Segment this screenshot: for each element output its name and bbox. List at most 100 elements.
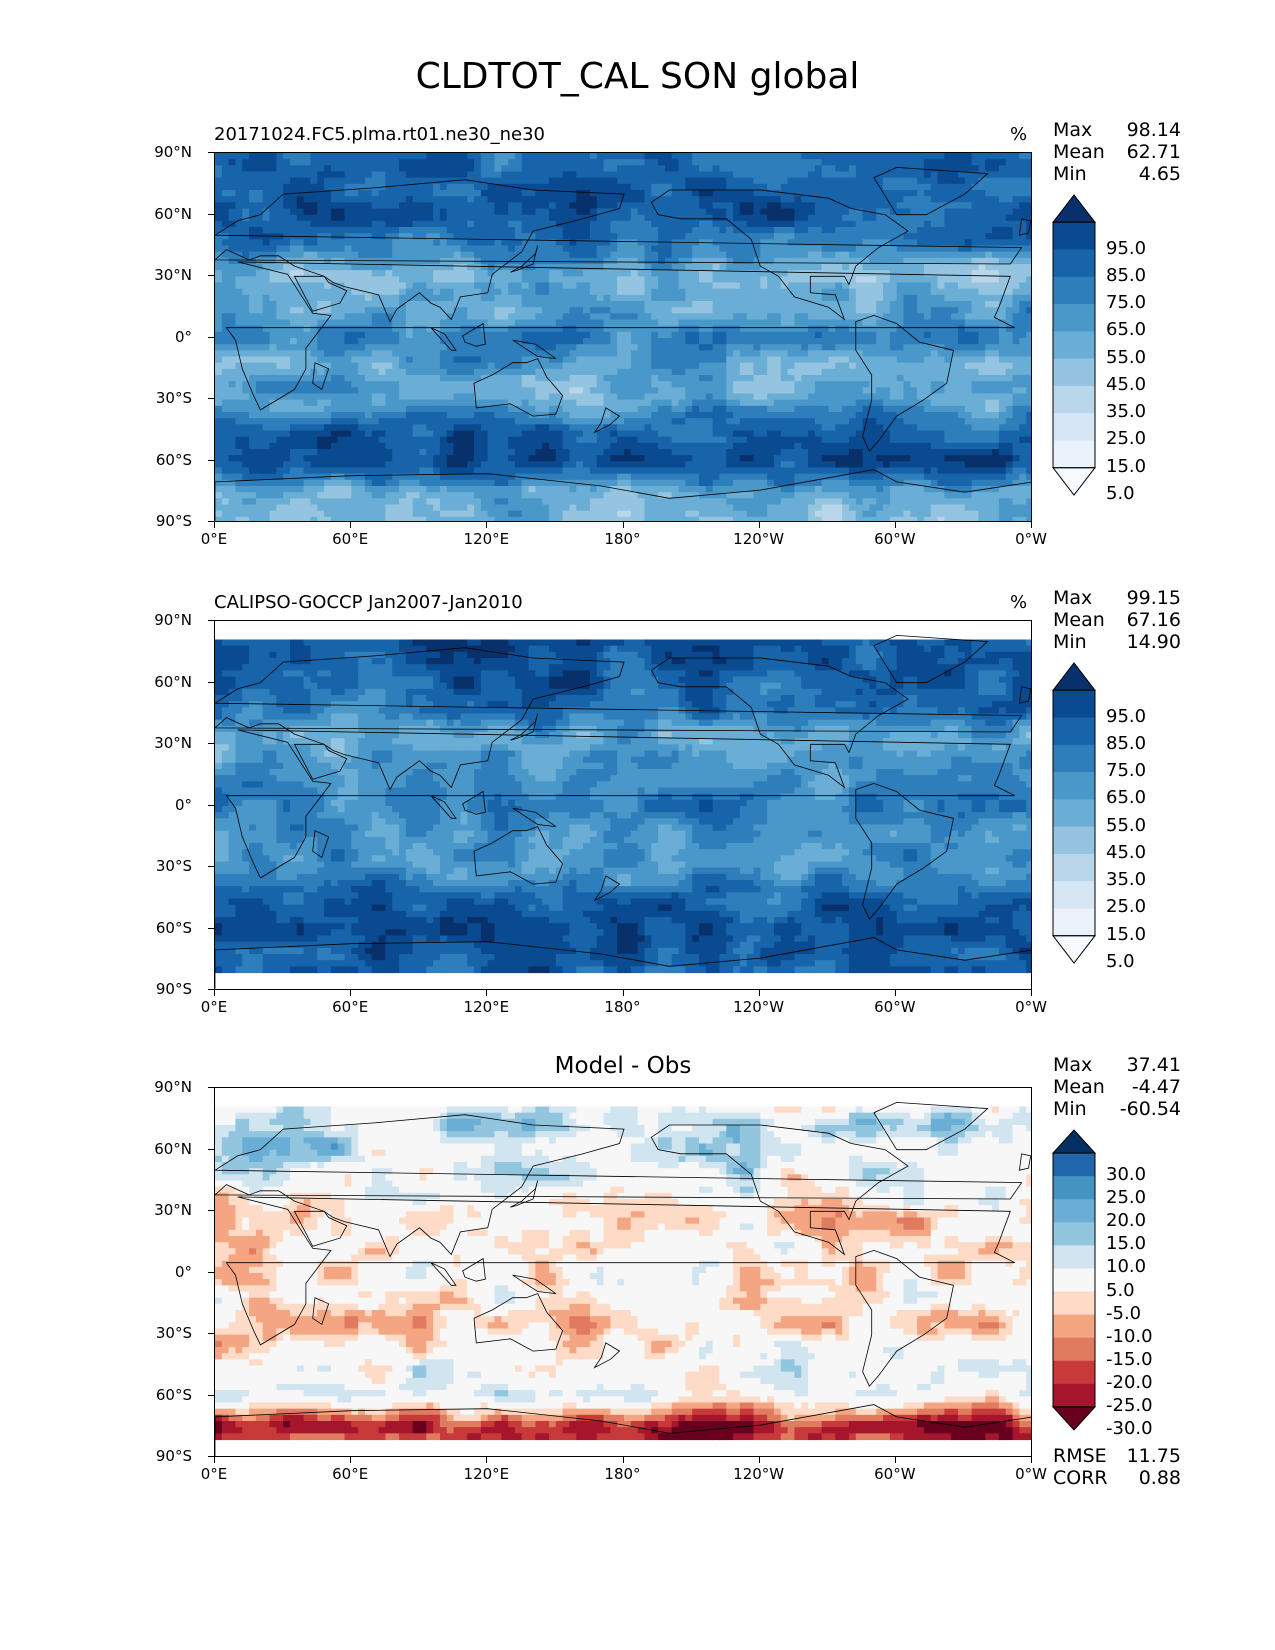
coastlines	[215, 1101, 1031, 1456]
x-tick	[486, 1457, 488, 1463]
y-tick-label: 90°S	[156, 980, 192, 998]
x-tick	[622, 990, 624, 996]
colorbar-segment	[1053, 853, 1095, 882]
stat-row: Max 37.41	[1053, 1054, 1181, 1076]
stats-block: Max 99.15 Mean 67.16 Min 14.90	[1053, 587, 1181, 653]
y-tick	[208, 1210, 214, 1211]
colorbar-label: 85.0	[1106, 265, 1146, 286]
colorbar-label: 55.0	[1106, 815, 1146, 836]
colorbar-segment	[1053, 222, 1095, 251]
x-tick-label: 0°E	[201, 998, 228, 1016]
stat-label: Min	[1053, 1098, 1087, 1120]
x-tick	[214, 990, 215, 996]
x-tick-label: 120°W	[733, 998, 784, 1016]
colorbar-extend-min	[1051, 935, 1097, 964]
y-tick-label: 0°	[175, 1263, 192, 1281]
x-tick	[894, 1457, 896, 1463]
map-frame	[214, 1087, 1032, 1457]
colorbar-segment	[1053, 331, 1095, 360]
y-tick-label: 90°N	[154, 611, 192, 629]
y-tick-label: 30°S	[156, 1324, 192, 1342]
colorbar-label: 30.0	[1106, 1164, 1146, 1185]
colorbar-extend-max	[1051, 194, 1097, 223]
stat-value: 37.41	[1127, 1054, 1181, 1076]
y-tick-label: 0°	[175, 796, 192, 814]
x-tick-label: 60°E	[332, 998, 368, 1016]
colorbar-segment	[1053, 1176, 1095, 1200]
y-tick-label: 90°N	[154, 1078, 192, 1096]
y-tick	[208, 866, 214, 867]
stat-value: 0.88	[1139, 1467, 1181, 1489]
colorbar-frame	[1052, 1152, 1096, 1408]
map-field	[215, 1106, 1031, 1441]
stat-value: 99.15	[1127, 587, 1181, 609]
y-tick	[208, 152, 214, 153]
extra-stats-block: RMSE 11.75 CORR 0.88	[1053, 1445, 1181, 1489]
colorbar-segment	[1053, 304, 1095, 332]
y-tick	[208, 1456, 214, 1457]
x-tick	[214, 522, 215, 528]
x-tick	[350, 1457, 352, 1463]
y-tick-label: 60°S	[156, 1386, 192, 1404]
stat-label: Min	[1053, 163, 1087, 185]
y-tick-label: 60°S	[156, 451, 192, 469]
colorbar-label: -5.0	[1106, 1303, 1141, 1324]
colorbar-segment	[1053, 385, 1095, 414]
x-tick-label: 120°W	[733, 530, 784, 548]
y-tick	[208, 459, 214, 461]
colorbar-label: 25.0	[1106, 896, 1146, 917]
colorbar-label: 5.0	[1106, 483, 1135, 504]
stat-row: Min 14.90	[1053, 631, 1181, 653]
y-tick	[208, 275, 214, 276]
colorbar	[1051, 194, 1097, 496]
stat-label: Mean	[1053, 609, 1105, 631]
colorbar-segment	[1053, 413, 1095, 441]
colorbar-label: -25.0	[1106, 1395, 1153, 1416]
colorbar-segment	[1053, 717, 1095, 746]
x-tick-label: 120°E	[464, 530, 510, 548]
map-field	[215, 639, 1031, 974]
y-tick	[208, 804, 214, 806]
y-tick	[208, 336, 214, 338]
x-tick	[486, 990, 488, 996]
colorbar-frame	[1052, 689, 1096, 937]
colorbar-frame	[1052, 221, 1096, 469]
x-tick	[758, 990, 760, 996]
y-tick	[208, 620, 214, 621]
stats-block: Max 98.14 Mean 62.71 Min 4.65	[1053, 119, 1181, 185]
panel-title: Model - Obs	[214, 1053, 1032, 1079]
y-tick-label: 0°	[175, 328, 192, 346]
x-tick	[1031, 990, 1032, 996]
y-tick	[208, 743, 214, 744]
y-tick	[208, 521, 214, 522]
stat-value: 62.71	[1127, 141, 1181, 163]
coastlines	[215, 634, 1031, 989]
x-tick	[350, 990, 352, 996]
colorbar	[1051, 662, 1097, 964]
x-tick	[214, 1457, 215, 1463]
x-tick-label: 180°	[604, 1465, 640, 1483]
stat-value: 4.65	[1139, 163, 1181, 185]
colorbar-label: 65.0	[1106, 787, 1146, 808]
colorbar-segment	[1053, 826, 1095, 855]
map-frame	[214, 152, 1032, 522]
y-tick-label: 30°S	[156, 389, 192, 407]
x-tick-label: 120°W	[733, 1465, 784, 1483]
x-tick-label: 0°W	[1015, 998, 1047, 1016]
stats-block: Max 37.41 Mean -4.47 Min -60.54	[1053, 1054, 1181, 1120]
y-tick	[208, 1271, 214, 1273]
stat-row: Max 99.15	[1053, 587, 1181, 609]
x-tick-label: 0°E	[201, 1465, 228, 1483]
colorbar-label: 75.0	[1106, 760, 1146, 781]
stat-row: RMSE 11.75	[1053, 1445, 1181, 1467]
stat-label: Max	[1053, 119, 1092, 141]
x-tick	[486, 522, 488, 528]
stat-label: Max	[1053, 1054, 1092, 1076]
x-tick-label: 180°	[604, 998, 640, 1016]
y-tick	[208, 989, 214, 990]
y-tick	[208, 398, 214, 399]
stat-value: 98.14	[1127, 119, 1181, 141]
stat-label: Mean	[1053, 141, 1105, 163]
colorbar-label: 95.0	[1106, 706, 1146, 727]
y-tick	[208, 1148, 214, 1150]
